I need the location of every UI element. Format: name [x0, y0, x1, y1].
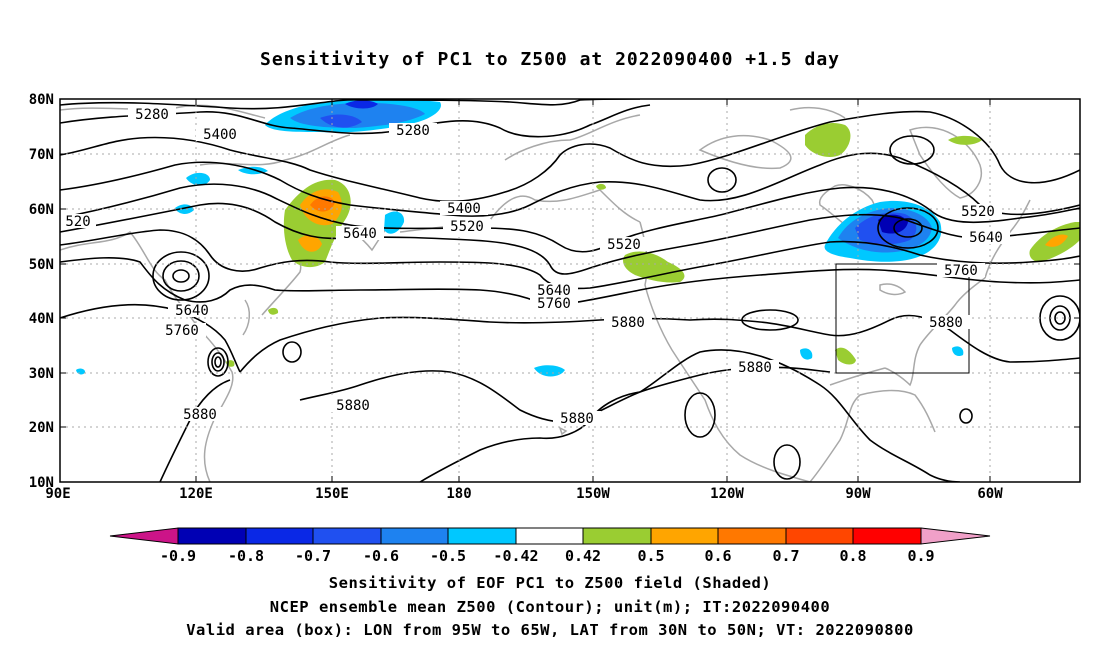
lat-label: 20N: [29, 420, 54, 436]
colorbar-high-end: [920, 527, 991, 545]
contour-label: 5640: [530, 283, 578, 299]
colorbar-swatch: [785, 527, 854, 545]
colorbar-swatch: [515, 527, 584, 545]
lon-label: 150W: [576, 486, 610, 502]
svg-text:5280: 5280: [396, 123, 430, 139]
lon-label: 120W: [710, 486, 744, 502]
contour-label: 5760: [158, 323, 206, 339]
caption-contour: NCEP ensemble mean Z500 (Contour); unit(…: [269, 598, 831, 616]
contour-label: 5640: [168, 303, 216, 319]
svg-text:5520: 5520: [607, 237, 641, 253]
contour-label: 5520: [600, 237, 648, 253]
shade-arctic-inner2: [320, 114, 362, 128]
colorbar-label: 0.6: [704, 547, 731, 565]
map-title: Sensitivity of PC1 to Z500 at 2022090400…: [259, 49, 840, 70]
svg-text:5880: 5880: [183, 407, 217, 423]
colorbar-label: 0.9: [907, 547, 934, 565]
lon-label: 90E: [45, 486, 70, 502]
contour-label: 5520: [443, 219, 491, 235]
contour-label: 5760: [530, 296, 578, 312]
contour-labels: 5280 5400 5280 5400 520 5520 5640 5520 5…: [60, 107, 1010, 427]
colorbar-swatch: [650, 527, 719, 545]
contour-label: 5880: [922, 315, 970, 331]
contour-label: 5880: [176, 407, 224, 423]
colorbar-swatch: [582, 527, 652, 545]
lon-label: 180: [446, 486, 471, 502]
lat-label: 40N: [29, 311, 54, 327]
contour-label: 5520: [954, 204, 1002, 220]
tick-marks: [60, 98, 1080, 483]
svg-text:520: 520: [65, 214, 90, 230]
lat-label: 60N: [29, 202, 54, 218]
lon-label: 60W: [977, 486, 1003, 502]
lon-label: 120E: [179, 486, 213, 502]
svg-text:5640: 5640: [969, 230, 1003, 246]
colorbar-swatch: [852, 527, 922, 545]
colorbar-label: 0.42: [565, 547, 601, 565]
contour-label: 5400: [440, 201, 488, 217]
colorbar-label: -0.6: [363, 547, 399, 565]
contour-label: 5280: [389, 123, 437, 139]
colorbar-swatch: [380, 527, 449, 545]
svg-text:5760: 5760: [537, 296, 571, 312]
svg-text:5520: 5520: [961, 204, 995, 220]
contour-label: 5640: [962, 230, 1010, 246]
caption-shading: Sensitivity of EOF PC1 to Z500 field (Sh…: [328, 574, 772, 592]
contour-label: 5880: [731, 360, 779, 376]
grid-lines: [60, 99, 1080, 482]
svg-text:5400: 5400: [203, 127, 237, 143]
lat-label: 30N: [29, 366, 54, 382]
colorbar-swatch: [312, 527, 382, 545]
lon-label: 150E: [315, 486, 349, 502]
colorbar-label: -0.42: [493, 547, 538, 565]
svg-text:5880: 5880: [336, 398, 370, 414]
shade-labrador-core: [878, 214, 908, 234]
svg-text:5520: 5520: [450, 219, 484, 235]
colorbar-label: 0.8: [839, 547, 866, 565]
colorbar: -0.9 -0.8 -0.7 -0.6 -0.5 -0.42 0.42 0.5 …: [109, 527, 991, 565]
caption-valid-area: Valid area (box): LON from 95W to 65W, L…: [186, 621, 914, 639]
svg-text:5880: 5880: [560, 411, 594, 427]
lat-label: 70N: [29, 147, 54, 163]
svg-text:5640: 5640: [343, 226, 377, 242]
shade-arctic-mid: [290, 102, 425, 128]
colorbar-swatch: [447, 527, 517, 545]
contour-label: 5640: [336, 226, 384, 242]
colorbar-label: 0.7: [772, 547, 799, 565]
contour-label: 5280: [128, 107, 176, 123]
contour-label: 5880: [553, 411, 601, 427]
svg-text:5640: 5640: [537, 283, 571, 299]
svg-text:5280: 5280: [135, 107, 169, 123]
colorbar-low-end: [109, 527, 179, 545]
lat-label: 10N: [29, 475, 54, 491]
svg-text:5880: 5880: [929, 315, 963, 331]
contour-label: 5760: [937, 263, 985, 279]
svg-text:5880: 5880: [738, 360, 772, 376]
lat-label: 80N: [29, 92, 54, 108]
map-frame: [59, 98, 1081, 483]
svg-text:5640: 5640: [175, 303, 209, 319]
longitude-labels: 90E 120E 150E 180 150W 120W 90W 60W: [45, 486, 1003, 502]
shade-arctic-inner: [345, 100, 378, 109]
colorbar-label: -0.5: [430, 547, 466, 565]
colorbar-swatch: [245, 527, 314, 545]
contour-label: 520: [60, 214, 96, 230]
lat-label: 50N: [29, 257, 54, 273]
contour-label: 5880: [329, 398, 377, 414]
contour-label: 5400: [196, 127, 244, 143]
contour-label: 5880: [604, 315, 652, 331]
svg-text:5880: 5880: [611, 315, 645, 331]
colorbar-label: -0.7: [295, 547, 331, 565]
colorbar-label: -0.8: [228, 547, 264, 565]
colorbar-swatch: [177, 527, 247, 545]
svg-text:5760: 5760: [165, 323, 199, 339]
latitude-labels: 80N 70N 60N 50N 40N 30N 20N 10N: [29, 92, 54, 491]
colorbar-swatch: [717, 527, 787, 545]
svg-text:5400: 5400: [447, 201, 481, 217]
colorbar-label: -0.9: [160, 547, 196, 565]
svg-text:5760: 5760: [944, 263, 978, 279]
colorbar-label: 0.5: [637, 547, 664, 565]
lon-label: 90W: [845, 486, 871, 502]
